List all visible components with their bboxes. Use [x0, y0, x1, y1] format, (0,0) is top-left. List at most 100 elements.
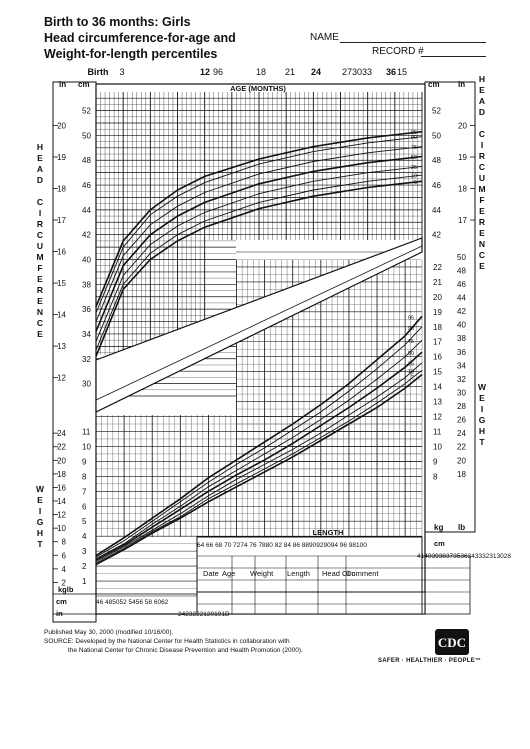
- side-title-letter: F: [37, 263, 42, 273]
- wl-curve-5: [95, 373, 423, 566]
- wt-kg-tick-right: 21: [433, 278, 442, 287]
- record-field[interactable]: [421, 56, 486, 57]
- wt-kg-tick-left: 2: [82, 562, 87, 571]
- right-unit-lb: lb: [458, 523, 465, 532]
- wt-lb-tick-left: 2: [62, 578, 67, 587]
- length-tick-labels: 64 66 68 70 7274 76 7880 82 84 86 889092…: [197, 542, 367, 549]
- cdc-logo-text: CDC: [438, 635, 466, 650]
- wt-lb-tick-left: 6: [62, 551, 67, 560]
- hc-cm-tick-left: 42: [82, 231, 91, 240]
- hc-cm-tick-left: 40: [82, 256, 91, 265]
- hc-cm-tick-left: 52: [82, 107, 91, 116]
- wt-lb-tick-right: 44: [457, 293, 466, 302]
- side-title-letter: G: [479, 415, 486, 425]
- side-title-letter: E: [37, 495, 43, 505]
- hc-cm-tick-right: 52: [432, 107, 441, 116]
- right-scale-column: [424, 81, 476, 533]
- hc-cm-tick-left: 34: [82, 330, 91, 339]
- table-header-age: Age: [222, 569, 235, 578]
- footer-source: Published May 30, 2000 (modified 10/16/0…: [44, 628, 303, 655]
- wt-kg-tick-right: 8: [433, 472, 438, 481]
- side-title-letter: C: [479, 250, 485, 260]
- name-field[interactable]: [340, 42, 486, 43]
- hc-cm-tick-right: 50: [432, 131, 441, 140]
- side-title-letter: R: [479, 151, 485, 161]
- side-title-letter: N: [37, 307, 43, 317]
- wl-curve-90: [95, 326, 423, 558]
- wt-lb-tick-right: 46: [457, 280, 466, 289]
- table-header-weight: Weight: [250, 569, 274, 578]
- hc-percentile-label: 75: [411, 145, 417, 151]
- side-title-letter: I: [39, 208, 41, 218]
- side-title-letter: H: [37, 528, 43, 538]
- bottom-unit-in: in: [56, 609, 63, 618]
- side-title-letter: H: [37, 142, 43, 152]
- wt-lb-tick-right: 48: [457, 266, 466, 275]
- hc-in-tick-left: 15: [57, 279, 66, 288]
- footer-line-3: the National Center for Chronic Disease …: [68, 647, 303, 654]
- cdc-tagline: SAFER · HEALTHIER · PEOPLE™: [378, 658, 482, 664]
- side-title-letter: W: [478, 382, 487, 392]
- wt-kg-tick-left: 6: [82, 502, 87, 511]
- wt-kg-tick-right: 19: [433, 308, 442, 317]
- age-tick-label: 273033: [342, 67, 372, 77]
- wt-lb-tick-right: 18: [457, 470, 466, 479]
- panel-separator-band: [95, 237, 423, 413]
- side-title-letter: M: [36, 252, 43, 262]
- side-title-letter: T: [479, 437, 485, 447]
- hc-cm-tick-right: 42: [432, 231, 441, 240]
- wt-kg-tick-right: 16: [433, 353, 442, 362]
- wt-kg-tick-right: 11: [433, 427, 442, 436]
- wt-lb-tick-right: 34: [457, 361, 466, 370]
- age-tick-label: 24: [311, 67, 321, 77]
- side-title-letter: I: [481, 140, 483, 150]
- chart-title: Birth to 36 months: Girls Head circumfer…: [44, 14, 344, 62]
- wl-percentile-label: 25: [408, 362, 414, 368]
- wl-curve-50: [95, 351, 423, 561]
- hc-cm-tick-left: 50: [82, 131, 91, 140]
- wt-kg-tick-left: 9: [82, 457, 87, 466]
- length-axis-title: LENGTH: [313, 528, 344, 537]
- bottom-in-labels: 2423222120191B: [178, 611, 229, 618]
- hc-cm-tick-right: 44: [432, 206, 441, 215]
- left-unit-cm: cm: [78, 80, 90, 89]
- side-title-letter: M: [478, 184, 485, 194]
- side-title-letter: T: [37, 539, 43, 549]
- wt-kg-tick-left: 11: [82, 427, 91, 436]
- wt-lb-tick-right: 36: [457, 348, 466, 357]
- length-unit-cm: cm: [434, 539, 445, 548]
- length-in-labels: 41403938373536343332313028: [417, 553, 511, 560]
- wt-lb-tick-left: 4: [62, 565, 67, 574]
- table-header-date: Date: [203, 569, 219, 578]
- side-title-letter: C: [479, 162, 485, 172]
- hc-percentile-label: 25: [411, 165, 417, 171]
- hc-curve-90: [95, 136, 423, 314]
- wl-curve-10: [95, 369, 423, 564]
- wt-lb-tick-right: 24: [457, 429, 466, 438]
- side-title-letter: C: [479, 129, 485, 139]
- hc-curve-25: [95, 165, 423, 342]
- name-label: NAME: [310, 32, 339, 43]
- side-title-letter: C: [37, 230, 43, 240]
- hc-in-tick-left: 16: [57, 248, 66, 257]
- right-unit-kg: kg: [434, 523, 443, 532]
- bottom-cm-labels: 46 485052 5456 58 6062: [96, 599, 169, 606]
- wt-lb-tick-right: 28: [457, 402, 466, 411]
- footer-line-1: Published May 30, 2000 (modified 10/16/0…: [44, 629, 174, 636]
- side-title-letter: D: [37, 175, 43, 185]
- age-tick-label: 21: [285, 67, 295, 77]
- side-title-letter: E: [479, 85, 485, 95]
- wt-lb-tick-right: 20: [457, 456, 466, 465]
- side-title-letter: A: [37, 164, 43, 174]
- wt-lb-tick-left: 16: [57, 483, 66, 492]
- age-tick-label: Birth: [88, 67, 109, 77]
- chart-frame: [52, 81, 476, 623]
- wt-lb-tick-left: 8: [62, 538, 67, 547]
- wt-lb-tick-left: 10: [57, 524, 66, 533]
- side-title-letter: E: [37, 296, 43, 306]
- side-title-letter: R: [37, 219, 43, 229]
